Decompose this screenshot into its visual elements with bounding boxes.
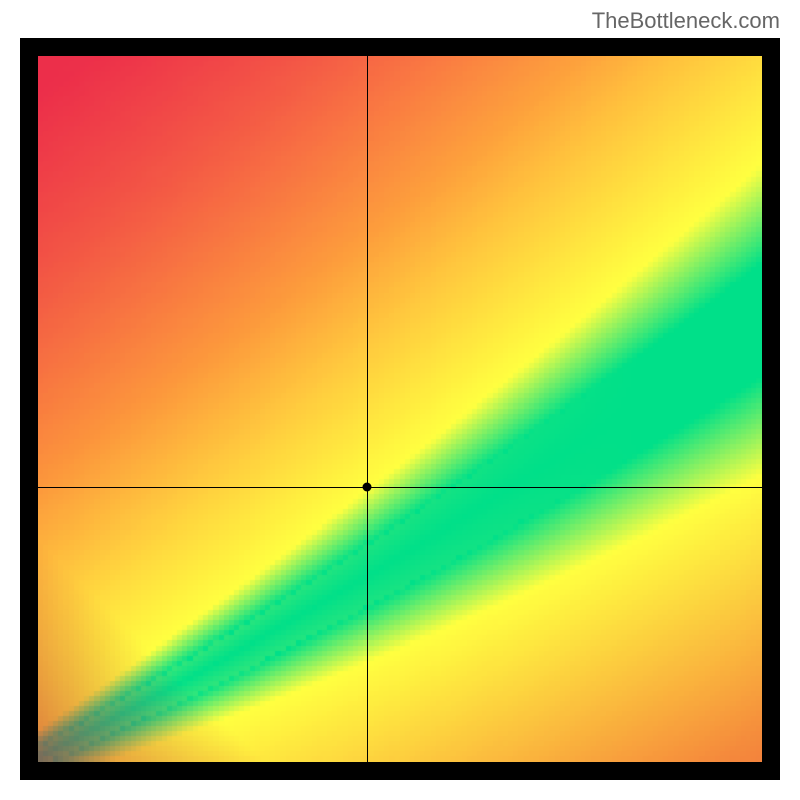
- heatmap-canvas: [38, 56, 762, 762]
- chart-inner: [38, 56, 762, 762]
- chart-container: TheBottleneck.com: [0, 0, 800, 800]
- chart-border: [20, 38, 780, 780]
- watermark-text: TheBottleneck.com: [592, 8, 780, 34]
